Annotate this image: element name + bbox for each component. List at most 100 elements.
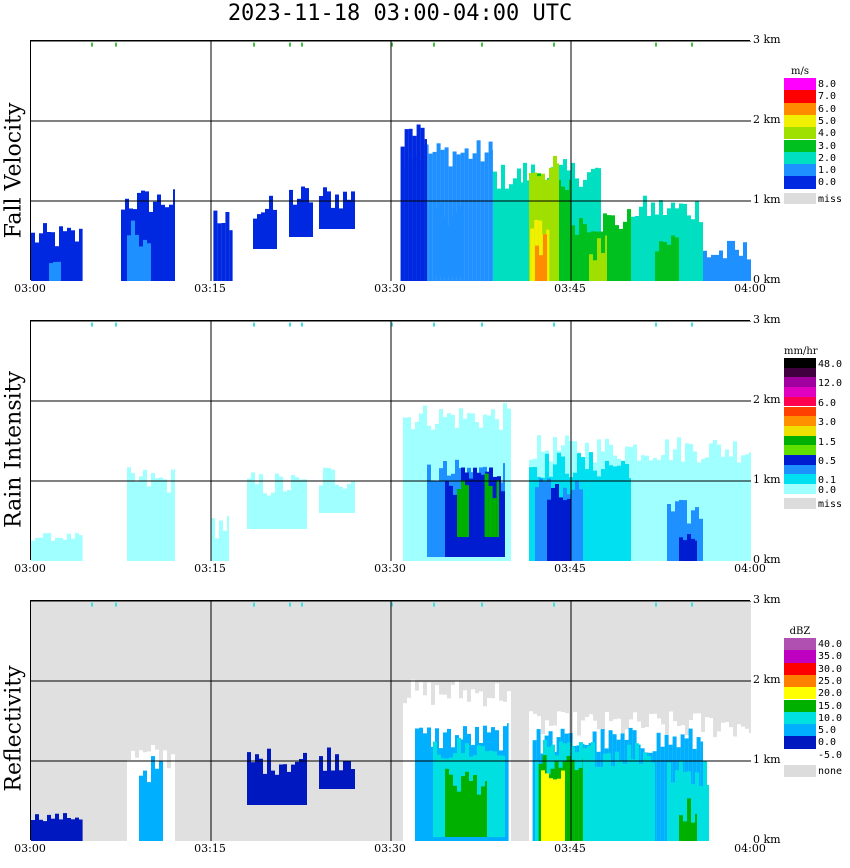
heatmap-cell — [546, 229, 550, 281]
heatmap-cell — [173, 189, 175, 281]
heatmap-cell — [457, 791, 461, 837]
legend-missing-swatch — [784, 765, 816, 777]
panel-ylabel-reflectivity: Reflectivity — [1, 665, 27, 792]
heatmap-cell — [331, 770, 335, 789]
heatmap-cell — [607, 215, 611, 281]
heatmap-cell — [257, 214, 261, 249]
heatmap-cell — [259, 474, 263, 529]
heatmap-cell — [741, 726, 745, 841]
heatmap-cell — [625, 464, 629, 561]
heatmap-cell — [35, 814, 39, 841]
cloud-top-mark — [91, 602, 93, 607]
heatmap-cell — [671, 235, 675, 281]
heatmap-cell — [291, 475, 295, 529]
heatmap-cell — [423, 405, 427, 561]
heatmap-cell — [727, 240, 731, 281]
heatmap-cell — [428, 153, 433, 281]
legend-label: -5.0 — [818, 749, 843, 761]
heatmap-cell — [665, 439, 669, 561]
heatmap-cell — [269, 195, 273, 249]
heatmap-cell-region — [655, 235, 679, 281]
heatmap-cell — [131, 750, 135, 841]
heatmap-cell — [159, 760, 163, 841]
heatmap-cell — [347, 484, 351, 513]
heatmap-cell — [557, 163, 559, 281]
legend-label: 0.5 — [818, 456, 837, 467]
heatmap-cell — [529, 711, 533, 841]
legend-missing-label: miss — [818, 193, 843, 205]
altitude-tick-label: 2 km — [753, 673, 781, 686]
heatmap-cell — [655, 251, 659, 281]
heatmap-cell — [571, 162, 575, 281]
heatmap-cell — [171, 469, 175, 561]
heatmap-cell — [79, 535, 83, 561]
cloud-top-mark — [289, 322, 291, 327]
legend-label: 2.0 — [818, 152, 837, 164]
heatmap-cell — [749, 733, 751, 841]
heatmap-cell — [651, 202, 655, 281]
x-tick-label: 03:15 — [194, 282, 226, 295]
heatmap-cell — [51, 818, 55, 841]
heatmap-cell — [139, 775, 143, 841]
cloud-top-mark — [391, 602, 393, 607]
cloud-top-mark — [91, 42, 93, 47]
heatmap-cell — [71, 819, 75, 841]
heatmap-cell — [457, 206, 461, 277]
heatmap-cell — [47, 232, 51, 281]
heatmap-cell — [593, 260, 597, 281]
heatmap-cell — [623, 763, 627, 841]
heatmap-cell — [63, 539, 67, 561]
heatmap-cell-region — [253, 195, 277, 249]
heatmap-cell — [295, 477, 299, 529]
heatmap-cell — [225, 212, 230, 281]
heatmap-cell — [339, 208, 343, 229]
heatmap-cell — [143, 239, 147, 281]
heatmap-cell-region — [319, 467, 355, 513]
heatmap-cell — [221, 223, 226, 281]
legend-unit: m/s — [791, 66, 809, 77]
heatmap-cell — [437, 203, 441, 277]
legend-swatch — [784, 127, 816, 140]
heatmap-cell — [283, 491, 287, 529]
heatmap-cell — [607, 753, 611, 841]
x-tick-label: 04:00 — [734, 842, 766, 855]
heatmap-cell — [489, 750, 493, 837]
heatmap-cell — [566, 755, 571, 841]
heatmap-cell — [445, 481, 449, 557]
heatmap-cell — [605, 460, 609, 561]
heatmap-cell — [557, 778, 561, 841]
heatmap-cell — [419, 727, 423, 841]
legend-label: 0.0 — [818, 485, 837, 497]
heatmap-cell — [611, 215, 615, 281]
heatmap-cell — [679, 815, 683, 841]
heatmap-cell — [541, 173, 545, 281]
heatmap-cell — [549, 778, 553, 841]
heatmap-cell — [303, 479, 307, 529]
heatmap-cell — [649, 460, 653, 561]
heatmap-cell — [457, 737, 461, 837]
heatmap-cell — [561, 186, 565, 281]
heatmap-cell — [691, 510, 695, 561]
cloud-top-mark — [655, 322, 657, 327]
heatmap-cell — [31, 820, 35, 841]
heatmap-cell — [664, 734, 669, 841]
x-tick-label: 03:15 — [194, 842, 226, 855]
heatmap-cell — [488, 486, 493, 537]
heatmap-cell — [35, 537, 39, 561]
legend-label: 3.0 — [818, 417, 837, 429]
heatmap-cell — [415, 421, 419, 561]
heatmap-cell — [457, 489, 461, 537]
x-tick-label: 03:30 — [374, 282, 406, 295]
heatmap-cell — [493, 751, 497, 837]
heatmap-cell-region — [535, 234, 547, 281]
heatmap-cell — [561, 770, 565, 841]
heatmap-cell — [725, 449, 729, 561]
heatmap-cell — [574, 770, 579, 841]
heatmap-cell — [709, 718, 713, 841]
cloud-top-mark — [391, 322, 393, 327]
heatmap-cell-region — [541, 770, 565, 841]
heatmap-cell — [639, 206, 643, 281]
heatmap-cell — [440, 149, 445, 281]
heatmap-cell — [271, 492, 275, 529]
heatmap-cell — [476, 140, 481, 281]
